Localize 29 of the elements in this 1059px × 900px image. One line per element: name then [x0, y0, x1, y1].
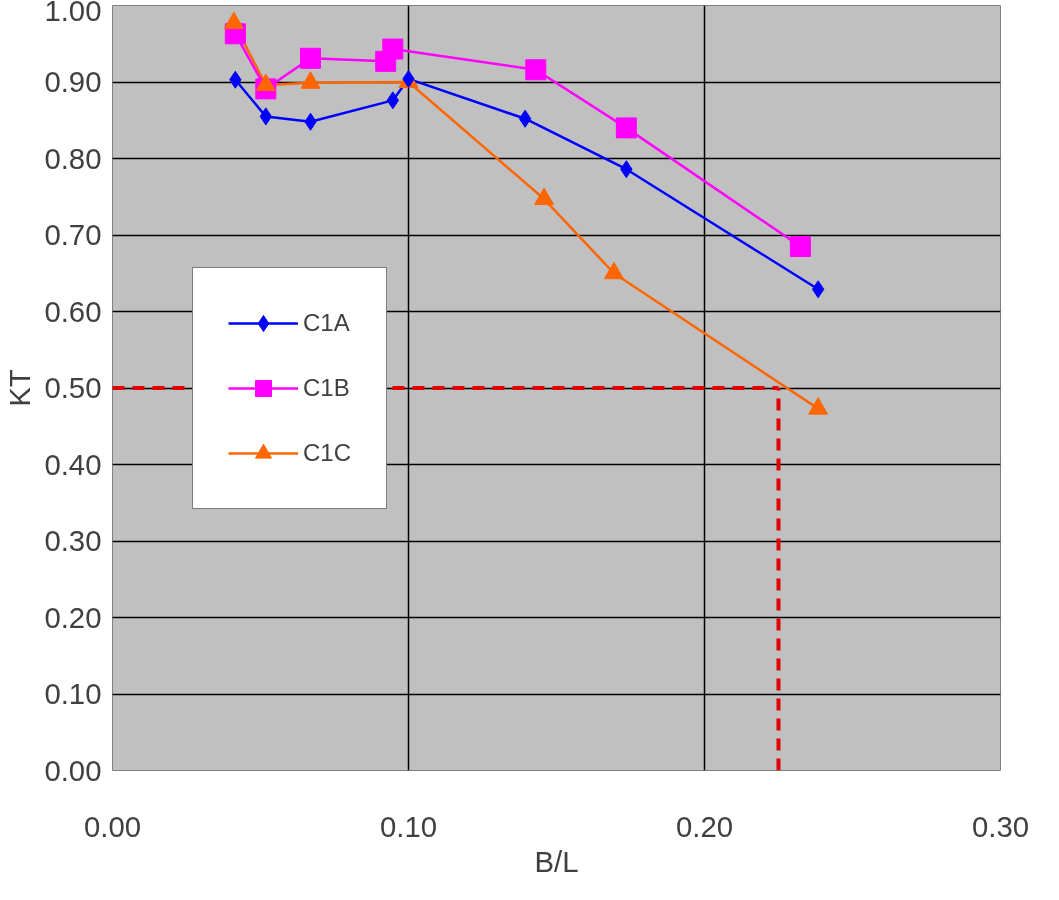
- point: [382, 38, 404, 60]
- y-tick-label: 0.10: [44, 677, 102, 710]
- y-tick-label: 0.80: [44, 141, 102, 175]
- y-tick-label: 0.30: [44, 524, 102, 557]
- point: [534, 187, 555, 206]
- x-tick-label: 0.10: [379, 809, 438, 843]
- x-axis-title: B/L: [534, 844, 579, 878]
- y-tick-label: 0.00: [44, 753, 102, 787]
- point: [518, 109, 532, 128]
- x-tick-label: 0.30: [971, 809, 1030, 843]
- point: [603, 261, 624, 280]
- y-tick-label: 0.40: [44, 447, 102, 481]
- y-tick-label: 0.50: [44, 371, 102, 404]
- legend-label: C1B: [303, 373, 350, 402]
- legend-label: C1C: [303, 438, 352, 467]
- point: [615, 117, 637, 139]
- y-tick-label: 0.70: [44, 218, 102, 251]
- point: [789, 235, 811, 257]
- point: [525, 59, 547, 81]
- y-tick-label: 0.60: [44, 294, 102, 328]
- y-tick-label: 0.90: [44, 65, 102, 98]
- y-tick-label: 0.20: [44, 600, 102, 634]
- y-axis-title: KT: [3, 369, 37, 407]
- legend-label: C1A: [303, 308, 350, 337]
- x-tick-label: 0.00: [83, 809, 142, 843]
- point: [808, 397, 829, 415]
- y-tick-label: 1.00: [44, 0, 102, 27]
- x-tick-label: 0.20: [675, 809, 734, 843]
- point: [300, 47, 322, 69]
